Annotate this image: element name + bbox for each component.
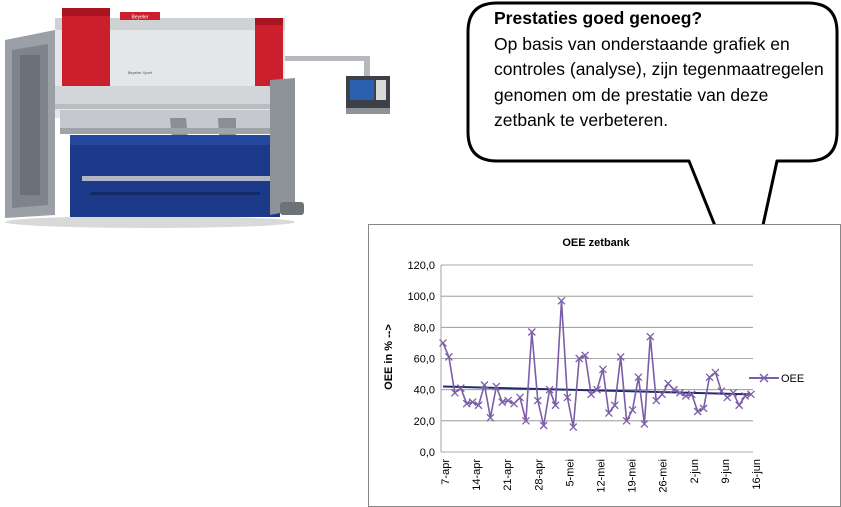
x-tick-label: 28-apr	[533, 459, 545, 491]
data-point	[670, 385, 678, 394]
x-tick-label: 26-mei	[658, 459, 670, 493]
data-point	[622, 416, 631, 425]
data-point	[610, 401, 619, 410]
data-point	[699, 404, 708, 413]
data-point	[658, 390, 667, 399]
data-point	[498, 398, 507, 407]
data-point	[444, 352, 453, 361]
data-point	[675, 388, 684, 397]
data-point	[598, 365, 607, 374]
data-point	[693, 407, 702, 416]
x-tick-label: 16-jun	[751, 459, 763, 490]
data-point	[516, 393, 524, 402]
callout-title: Prestaties goed genoeg?	[494, 8, 703, 28]
x-tick-label: 5-mei	[564, 459, 576, 487]
data-point	[587, 390, 596, 399]
brand-plate-text: Beyeler	[132, 15, 149, 21]
chart-title: OEE zetbank	[562, 237, 630, 249]
data-point	[492, 382, 501, 391]
y-tick-label: 0,0	[420, 447, 435, 459]
y-tick-label: 80,0	[414, 322, 435, 334]
y-tick-label: 60,0	[414, 354, 435, 366]
data-point	[450, 388, 459, 397]
data-point	[462, 399, 471, 408]
y-tick-label: 120,0	[407, 260, 435, 272]
data-point	[705, 373, 714, 382]
x-tick-label: 2-jun	[689, 459, 701, 483]
data-point	[646, 332, 655, 341]
data-point	[640, 419, 649, 428]
legend-label: OEE	[781, 373, 804, 385]
y-tick-label: 40,0	[414, 385, 435, 397]
x-tick-label: 12-mei	[596, 459, 608, 493]
data-point	[456, 384, 465, 393]
data-point	[486, 413, 495, 422]
data-point	[729, 388, 738, 397]
legend: OEE	[749, 373, 804, 385]
data-point	[563, 393, 572, 402]
data-point	[575, 354, 584, 363]
data-point	[616, 352, 625, 361]
data-point	[747, 390, 755, 399]
data-point	[723, 393, 732, 402]
data-point	[439, 338, 447, 347]
data-point	[504, 396, 513, 405]
data-point	[717, 387, 726, 396]
data-point	[652, 396, 661, 405]
data-point	[634, 373, 643, 382]
data-point	[510, 399, 519, 408]
press-brake-machine-image: Beyeler Beyeler Xpert	[5, 8, 390, 228]
data-point	[593, 385, 601, 394]
data-point	[628, 405, 637, 414]
data-point	[521, 416, 530, 425]
data-point	[533, 396, 542, 405]
data-point	[681, 391, 690, 400]
callout-body: Op basis van onderstaande grafiek en con…	[494, 33, 824, 131]
x-tick-label: 14-apr	[471, 459, 483, 491]
data-point	[557, 296, 566, 305]
legend-marker	[759, 373, 769, 383]
data-point	[581, 351, 590, 360]
data-point	[551, 401, 560, 410]
x-tick-label: 9-jun	[720, 459, 732, 483]
oee-chart: OEE zetbank OEE in % --> 0,0 20,0 40,0 60,0…	[368, 224, 841, 507]
data-point	[539, 421, 548, 430]
data-point	[569, 423, 578, 432]
x-tick-label: 21-apr	[502, 459, 514, 491]
y-tick-label: 100,0	[407, 291, 435, 303]
series-layer	[439, 296, 755, 432]
y-tick-labels: 0,0 20,0 40,0 60,0 80,0 100,0 120,0	[407, 260, 435, 459]
data-point	[480, 381, 489, 389]
data-point	[741, 391, 750, 400]
data-point	[604, 409, 613, 418]
data-point	[687, 390, 696, 399]
data-point	[468, 398, 477, 407]
model-text: Beyeler Xpert	[128, 70, 153, 75]
x-tick-label: 19-mei	[627, 459, 639, 493]
x-tick-labels: 7-apr 14-apr 21-apr 28-apr 5-mei 12-mei 19-mei…	[440, 459, 763, 493]
data-point	[711, 368, 720, 377]
y-tick-label: 20,0	[414, 416, 435, 428]
data-point	[664, 379, 673, 388]
callout-text: Prestaties goed genoeg? Op basis van ond…	[494, 6, 824, 134]
data-point	[545, 385, 554, 394]
x-tick-label: 7-apr	[440, 459, 452, 485]
data-point	[474, 401, 483, 410]
y-axis-label: OEE in % -->	[383, 324, 395, 390]
data-point	[527, 328, 536, 336]
data-point	[735, 401, 744, 410]
